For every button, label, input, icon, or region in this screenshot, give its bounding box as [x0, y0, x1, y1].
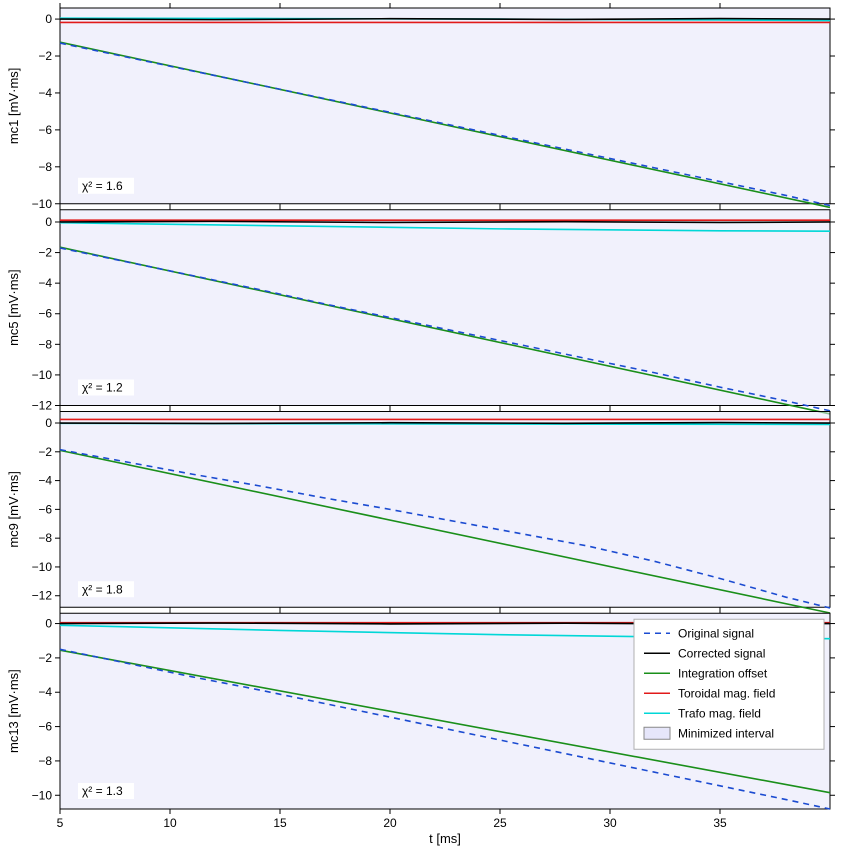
- y-tick-label: −10: [32, 368, 53, 382]
- y-axis-label: mc5 [mV·ms]: [6, 269, 21, 346]
- y-tick-label: −10: [32, 560, 53, 574]
- legend-label: Minimized interval: [678, 726, 774, 740]
- minimized-interval-bg: [60, 8, 830, 204]
- y-tick-label: −4: [38, 685, 52, 699]
- y-axis-label: mc9 [mV·ms]: [6, 471, 21, 548]
- legend-label: Corrected signal: [678, 646, 765, 660]
- y-tick-label: −6: [38, 123, 52, 137]
- x-tick-label: 10: [163, 816, 177, 830]
- panel-1: 0 −2 −4 −6 −8 −10 −12 mc5 [mV·ms] χ² = 1.2: [6, 205, 835, 414]
- legend-swatch: [644, 727, 670, 739]
- y-tick-label: 0: [45, 12, 52, 26]
- y-tick-label: −2: [38, 49, 52, 63]
- x-tick-label: 30: [603, 816, 617, 830]
- y-tick-label: −8: [38, 754, 52, 768]
- y-tick-label: −4: [38, 276, 52, 290]
- y-tick-label: −8: [38, 160, 52, 174]
- legend: Original signal Corrected signal Integrati…: [634, 619, 824, 749]
- x-tick-label: 15: [273, 816, 287, 830]
- y-tick-label: −2: [38, 651, 52, 665]
- y-tick-label: −8: [38, 337, 52, 351]
- minimized-interval-bg: [60, 412, 830, 608]
- chi2-label: χ² = 1.8: [82, 582, 123, 596]
- y-tick-label: −8: [38, 531, 52, 545]
- y-tick-label: −6: [38, 720, 52, 734]
- x-tick-label: 35: [713, 816, 727, 830]
- x-tick-label: 20: [383, 816, 397, 830]
- panel-2: 0 −2 −4 −6 −8 −10 −12 mc9 [mV·ms] χ² = 1.8: [6, 407, 835, 614]
- minimized-interval-bg: [60, 210, 830, 406]
- y-tick-label: −10: [32, 197, 53, 211]
- x-tick-label: 5: [57, 816, 64, 830]
- series-corrected: [60, 423, 830, 424]
- legend-label: Integration offset: [678, 666, 768, 680]
- y-tick-label: 0: [45, 215, 52, 229]
- y-tick-label: 0: [45, 416, 52, 430]
- y-tick-label: −6: [38, 502, 52, 516]
- y-axis-label: mc13 [mV·ms]: [6, 669, 21, 753]
- y-tick-label: −2: [38, 246, 52, 260]
- y-tick-label: −4: [38, 86, 52, 100]
- chart-svg: 0 −2 −4 −6 −8 −10 mc1 [mV·ms] χ² = 1.6 0 −2 −4 −6 −8…: [0, 0, 844, 855]
- legend-label: Trafo mag. field: [678, 706, 761, 720]
- figure: 0 −2 −4 −6 −8 −10 mc1 [mV·ms] χ² = 1.6 0 −2 −4 −6 −8…: [0, 0, 844, 855]
- y-tick-label: −2: [38, 445, 52, 459]
- y-tick-label: −4: [38, 474, 52, 488]
- chi2-label: χ² = 1.3: [82, 784, 123, 798]
- y-tick-label: 0: [45, 617, 52, 631]
- chi2-label: χ² = 1.2: [82, 381, 123, 395]
- chi2-label: χ² = 1.6: [82, 179, 123, 193]
- y-axis-label: mc1 [mV·ms]: [6, 68, 21, 145]
- x-axis-label: t [ms]: [429, 831, 461, 846]
- x-tick-label: 25: [493, 816, 507, 830]
- y-tick-label: −10: [32, 788, 53, 802]
- y-tick-label: −12: [32, 589, 53, 603]
- panel-0: 0 −2 −4 −6 −8 −10 mc1 [mV·ms] χ² = 1.6: [6, 3, 835, 211]
- y-tick-label: −12: [32, 399, 53, 413]
- legend-label: Original signal: [678, 626, 754, 640]
- y-tick-label: −6: [38, 307, 52, 321]
- legend-label: Toroidal mag. field: [678, 686, 775, 700]
